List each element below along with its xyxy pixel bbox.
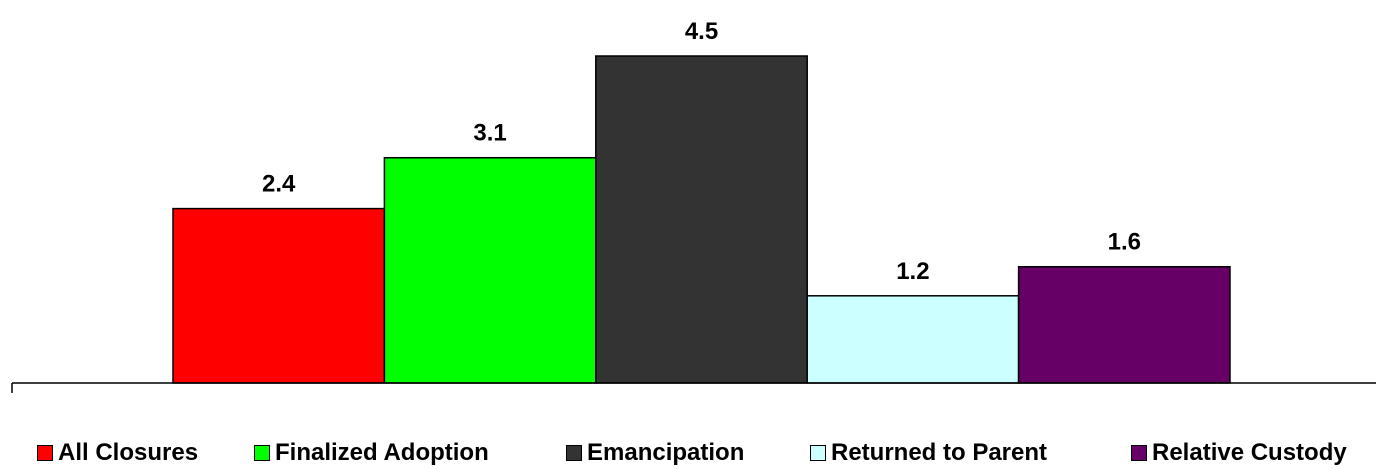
chart-legend: All Closures Finalized Adoption Emancipati… xyxy=(0,439,1376,469)
legend-swatch xyxy=(810,445,826,461)
bar-relative-custody xyxy=(1017,265,1231,384)
legend-label: Returned to Parent xyxy=(831,439,1048,466)
legend-swatch xyxy=(1131,445,1147,461)
bar-returned-to-parent xyxy=(806,295,1020,384)
data-label-relative-custody: 1.6 xyxy=(1108,229,1141,256)
legend-label: Emancipation xyxy=(587,439,745,466)
data-label-returned-to-parent: 1.2 xyxy=(896,258,929,285)
legend-swatch xyxy=(566,445,582,461)
data-label-finalized-adoption: 3.1 xyxy=(473,120,506,147)
bar-chart: 2.4 3.1 4.5 1.2 1.6 xyxy=(11,18,1376,393)
bar-emancipation xyxy=(595,55,808,384)
legend-item-relative-custody: Relative Custody xyxy=(1131,439,1347,467)
bars-group xyxy=(172,55,1231,384)
legend-swatch xyxy=(37,445,53,461)
legend-label: All Closures xyxy=(58,439,199,466)
legend-label: Finalized Adoption xyxy=(275,439,489,466)
bar-all-closures xyxy=(172,207,386,384)
data-label-all-closures: 2.4 xyxy=(262,171,296,198)
bar-finalized-adoption xyxy=(383,156,597,384)
legend-item-emancipation: Emancipation xyxy=(566,439,744,467)
legend-swatch xyxy=(254,445,270,461)
data-label-emancipation: 4.5 xyxy=(685,18,718,45)
legend-label: Relative Custody xyxy=(1152,439,1347,466)
value-labels-group: 2.4 3.1 4.5 1.2 1.6 xyxy=(262,18,1141,285)
legend-item-finalized-adoption: Finalized Adoption xyxy=(254,439,489,467)
legend-item-returned-to-parent: Returned to Parent xyxy=(810,439,1047,467)
legend-item-all-closures: All Closures xyxy=(37,439,198,467)
